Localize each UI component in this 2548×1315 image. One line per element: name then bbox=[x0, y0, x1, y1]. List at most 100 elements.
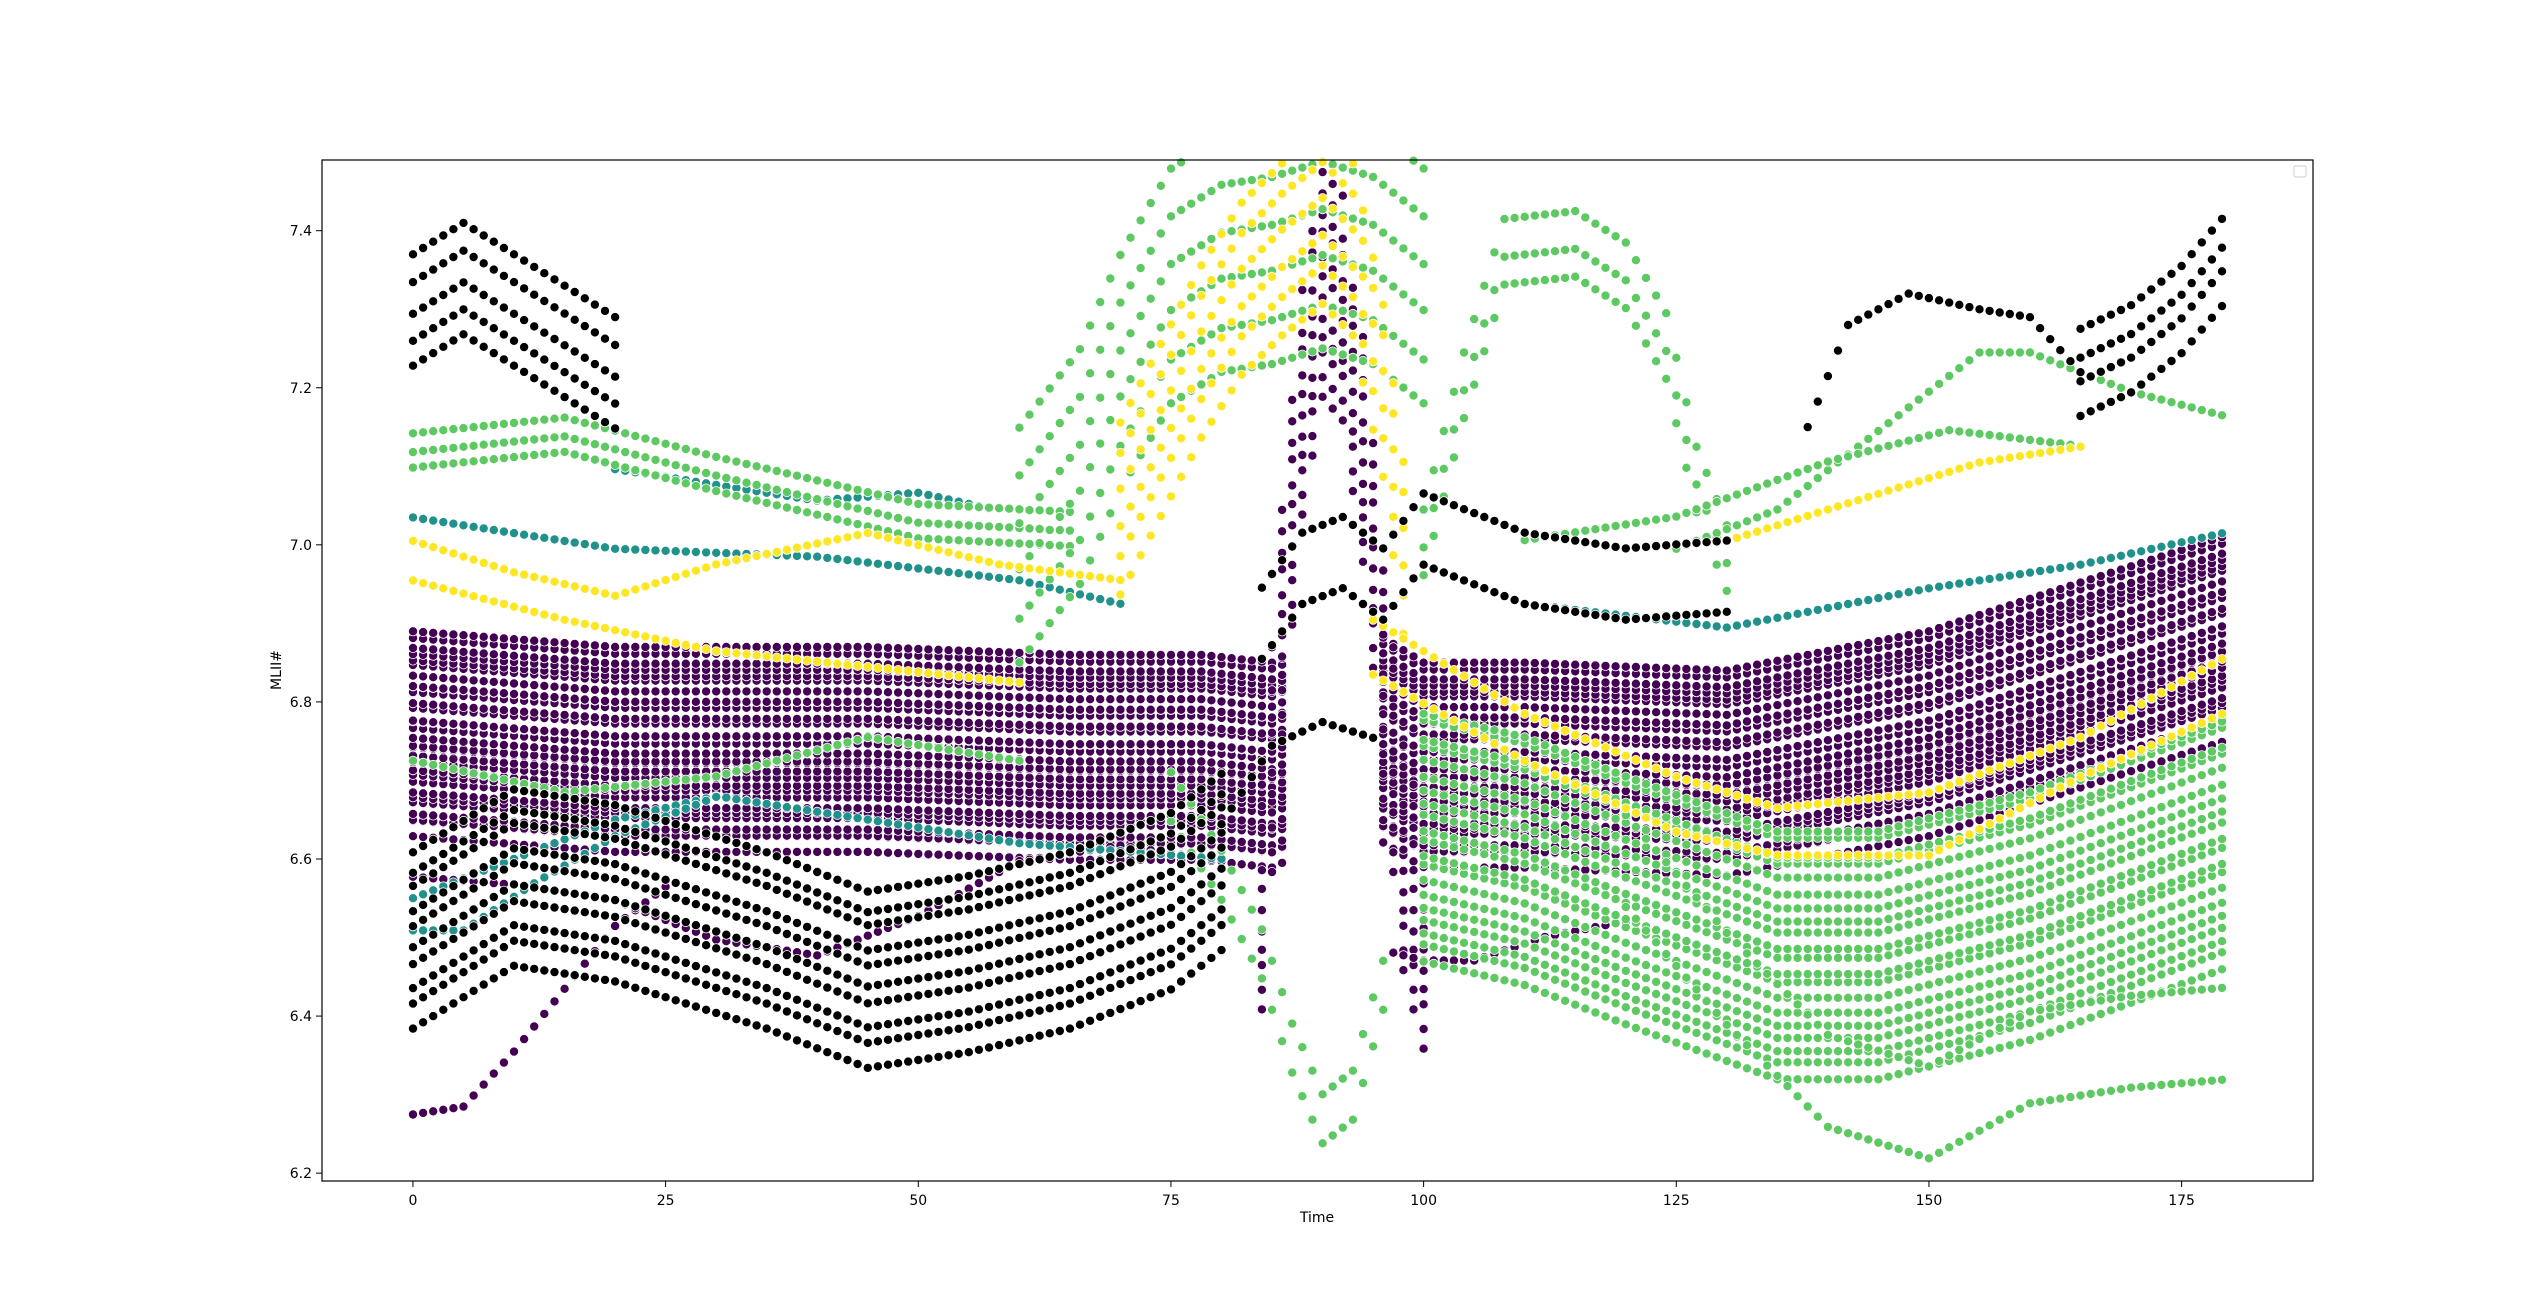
data-point bbox=[904, 805, 913, 814]
data-point bbox=[429, 790, 438, 799]
data-point bbox=[1884, 651, 1893, 660]
data-point bbox=[803, 732, 812, 741]
data-point bbox=[1985, 732, 1994, 741]
data-point bbox=[621, 642, 630, 651]
data-point bbox=[1025, 810, 1034, 819]
data-point bbox=[509, 635, 518, 644]
data-point bbox=[1682, 754, 1691, 763]
data-point bbox=[530, 708, 539, 717]
data-point bbox=[1965, 703, 1974, 712]
data-point bbox=[863, 847, 872, 856]
data-point bbox=[509, 724, 518, 733]
data-point bbox=[762, 714, 771, 723]
data-point bbox=[1086, 695, 1095, 704]
data-point bbox=[641, 714, 650, 723]
data-point bbox=[499, 678, 508, 687]
data-point bbox=[1702, 772, 1711, 781]
data-point bbox=[1399, 717, 1408, 726]
data-point bbox=[1227, 726, 1236, 735]
data-point bbox=[2127, 578, 2136, 587]
data-point bbox=[2106, 613, 2115, 622]
data-point bbox=[1975, 627, 1984, 636]
data-point bbox=[2217, 587, 2226, 596]
data-point bbox=[661, 714, 670, 723]
data-point bbox=[863, 804, 872, 813]
data-point bbox=[1864, 683, 1873, 692]
data-point bbox=[1682, 709, 1691, 718]
data-point bbox=[1116, 705, 1125, 714]
data-point bbox=[1662, 753, 1671, 762]
data-point bbox=[671, 697, 680, 706]
data-point bbox=[2187, 597, 2196, 606]
data-point bbox=[1631, 717, 1640, 726]
data-point bbox=[651, 659, 660, 668]
data-point bbox=[1611, 734, 1620, 743]
data-point bbox=[2106, 729, 2115, 738]
data-point bbox=[833, 714, 842, 723]
data-point bbox=[1833, 806, 1842, 815]
data-point bbox=[813, 825, 822, 834]
data-point bbox=[2015, 722, 2024, 731]
data-point bbox=[570, 746, 579, 755]
data-point bbox=[600, 696, 609, 705]
data-point bbox=[853, 749, 862, 758]
data-point bbox=[1550, 731, 1559, 740]
data-point bbox=[1025, 738, 1034, 747]
data-point bbox=[1732, 708, 1741, 717]
data-point bbox=[1884, 840, 1893, 849]
data-point bbox=[843, 687, 852, 696]
data-point bbox=[449, 630, 458, 639]
data-point bbox=[540, 692, 549, 701]
data-point bbox=[914, 806, 923, 815]
data-point bbox=[1924, 751, 1933, 760]
data-point bbox=[712, 714, 721, 723]
data-point bbox=[2076, 702, 2085, 711]
data-point bbox=[1490, 675, 1499, 684]
data-point bbox=[2167, 604, 2176, 613]
data-point bbox=[540, 726, 549, 735]
data-point bbox=[1914, 735, 1923, 744]
data-point bbox=[2197, 611, 2206, 620]
data-point bbox=[489, 705, 498, 714]
data-point bbox=[580, 765, 589, 774]
data-point bbox=[2086, 664, 2095, 673]
data-point bbox=[813, 767, 822, 776]
data-point bbox=[702, 687, 711, 696]
data-point bbox=[550, 654, 559, 663]
data-point bbox=[2167, 565, 2176, 574]
data-point bbox=[2127, 686, 2136, 695]
data-point bbox=[1247, 745, 1256, 754]
data-point bbox=[934, 850, 943, 859]
data-point bbox=[2207, 580, 2216, 589]
data-point bbox=[651, 714, 660, 723]
data-point bbox=[550, 744, 559, 753]
data-point bbox=[1924, 733, 1933, 742]
data-point bbox=[1783, 671, 1792, 680]
data-point bbox=[722, 714, 731, 723]
data-point bbox=[1783, 726, 1792, 735]
data-point bbox=[894, 688, 903, 697]
data-point bbox=[1914, 645, 1923, 654]
data-point bbox=[1429, 675, 1438, 684]
data-point bbox=[590, 765, 599, 774]
data-point bbox=[1146, 757, 1155, 766]
data-point bbox=[1561, 676, 1570, 685]
data-point bbox=[1257, 701, 1266, 710]
data-point bbox=[732, 732, 741, 741]
data-point bbox=[2076, 595, 2085, 604]
data-point bbox=[1379, 740, 1388, 749]
data-point bbox=[752, 714, 761, 723]
data-point bbox=[883, 688, 892, 697]
data-point bbox=[1581, 705, 1590, 714]
data-point bbox=[1864, 693, 1873, 702]
data-point bbox=[600, 714, 609, 723]
data-point bbox=[1136, 740, 1145, 749]
data-point bbox=[2056, 691, 2065, 700]
data-point bbox=[1702, 682, 1711, 691]
data-point bbox=[1187, 740, 1196, 749]
data-point bbox=[1490, 703, 1499, 712]
data-point bbox=[1257, 746, 1266, 755]
data-point bbox=[1510, 675, 1519, 684]
data-point bbox=[2116, 726, 2125, 735]
data-point bbox=[1096, 695, 1105, 704]
